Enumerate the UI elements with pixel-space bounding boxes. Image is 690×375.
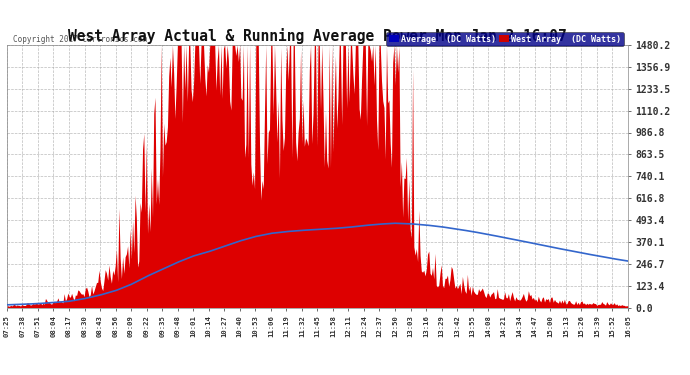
Text: Copyright 2017 Cartronics.com: Copyright 2017 Cartronics.com: [13, 34, 147, 44]
Legend: Average  (DC Watts), West Array  (DC Watts): Average (DC Watts), West Array (DC Watts…: [386, 32, 624, 46]
Title: West Array Actual & Running Average Power Mon Jan 2 16:07: West Array Actual & Running Average Powe…: [68, 28, 566, 44]
